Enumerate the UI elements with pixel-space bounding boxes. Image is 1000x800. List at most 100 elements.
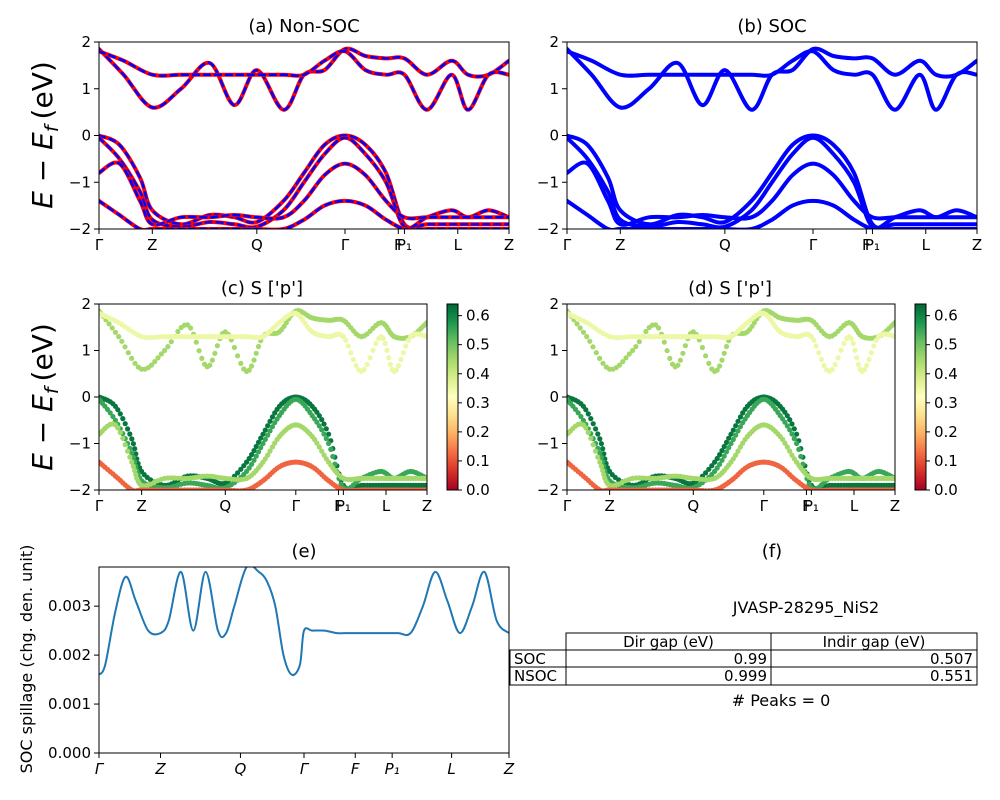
band-point bbox=[719, 457, 725, 463]
ylabel-top: E − Ef (eV) bbox=[26, 61, 63, 209]
band-point bbox=[316, 444, 322, 450]
band-point bbox=[714, 465, 720, 471]
band-point bbox=[892, 334, 895, 340]
y-tick-label: −1 bbox=[537, 173, 559, 191]
band-point bbox=[424, 487, 427, 490]
band-point bbox=[398, 356, 404, 363]
band-point bbox=[800, 461, 806, 467]
band-point bbox=[130, 463, 136, 469]
band-point bbox=[583, 407, 589, 413]
x-tick-label: Z bbox=[890, 497, 900, 515]
x-tick-label: F bbox=[802, 497, 811, 515]
band-point bbox=[424, 334, 427, 340]
band-point bbox=[816, 350, 822, 356]
band-point bbox=[871, 343, 877, 349]
y-tick-label: 0 bbox=[81, 388, 91, 406]
y-tick-label: 2 bbox=[549, 295, 559, 313]
band-point bbox=[714, 367, 720, 373]
table-column-header: Dir gap (eV) bbox=[623, 633, 714, 651]
band-point bbox=[241, 463, 247, 469]
band-point bbox=[283, 320, 289, 326]
band-point bbox=[580, 329, 587, 335]
band-point bbox=[784, 444, 790, 450]
band-point bbox=[246, 455, 252, 462]
band-point bbox=[832, 361, 838, 368]
band-point bbox=[255, 439, 262, 445]
band-point bbox=[616, 362, 623, 368]
band-point bbox=[326, 440, 332, 447]
band-point bbox=[129, 355, 135, 361]
colorbar-tick-label: 0.0 bbox=[934, 481, 958, 499]
ylabel-sub: f bbox=[41, 384, 63, 394]
band-point bbox=[730, 436, 736, 442]
band-point bbox=[583, 425, 589, 431]
band-point bbox=[726, 445, 732, 451]
band-point bbox=[260, 431, 266, 437]
colorbar-tick-label: 0.4 bbox=[466, 365, 490, 383]
band-point bbox=[265, 423, 271, 429]
band-point bbox=[129, 436, 135, 442]
x-tick-label: L bbox=[382, 497, 391, 515]
band-point bbox=[620, 359, 626, 365]
y-tick-label: 1 bbox=[81, 80, 91, 98]
x-tick-label: L bbox=[850, 497, 859, 515]
x-tick-label: P₁ bbox=[397, 236, 412, 254]
band-point bbox=[593, 426, 599, 432]
y-tick-label: 0.000 bbox=[48, 744, 91, 762]
band-point bbox=[323, 436, 329, 442]
band-point bbox=[328, 446, 334, 452]
colorbar-tick-label: 0.1 bbox=[934, 452, 958, 470]
table-row bbox=[509, 666, 978, 686]
band-line-3-series-0 bbox=[99, 135, 509, 229]
band-line-5-series-0 bbox=[99, 198, 509, 229]
band-point bbox=[587, 338, 593, 344]
x-tick-label: Q bbox=[719, 236, 731, 254]
band-point bbox=[719, 357, 725, 363]
band-point bbox=[706, 360, 712, 366]
panel-e-spillage: Γ Z Q Γ F P₁ L Z 0.000 0.001 0.002 0.003 bbox=[48, 566, 515, 778]
plot-area bbox=[99, 46, 509, 229]
band-point bbox=[249, 363, 255, 369]
band-point bbox=[787, 448, 793, 454]
band-point bbox=[712, 459, 718, 465]
ylabel-main: E − E bbox=[26, 394, 59, 471]
table-column-header: Indir gap (eV) bbox=[823, 633, 926, 651]
ylabel-unit: (eV) bbox=[26, 61, 59, 119]
band-point bbox=[706, 466, 712, 472]
band-point bbox=[791, 426, 797, 432]
band-point bbox=[235, 470, 241, 476]
band-point bbox=[323, 426, 329, 432]
band-point bbox=[314, 440, 320, 446]
band-point bbox=[726, 435, 732, 441]
y-tick-label: 1 bbox=[81, 342, 91, 360]
band-point bbox=[574, 321, 580, 327]
band-point bbox=[818, 356, 825, 363]
band-point bbox=[193, 339, 199, 345]
band-point bbox=[403, 343, 409, 349]
band-point bbox=[255, 343, 262, 350]
band-point bbox=[319, 448, 325, 454]
band-point bbox=[130, 441, 136, 447]
colorbar-tick-label: 0.4 bbox=[934, 365, 958, 383]
band-point bbox=[262, 427, 268, 433]
band-point bbox=[188, 325, 194, 331]
x-tick-label: Γ bbox=[760, 497, 769, 515]
y-tick-label: 0.002 bbox=[48, 646, 91, 664]
band-point bbox=[789, 431, 795, 437]
band-point bbox=[600, 446, 606, 452]
colorbar-c bbox=[446, 303, 459, 491]
band-point bbox=[424, 475, 427, 481]
colorbar-tick-label: 0.3 bbox=[934, 394, 958, 412]
x-tick-label: P₁ bbox=[804, 497, 819, 515]
band-point bbox=[794, 431, 800, 437]
band-line-5-series-0 bbox=[567, 198, 977, 229]
x-tick-label: F bbox=[351, 760, 360, 778]
band-point bbox=[588, 416, 594, 422]
x-tick-label: Z bbox=[154, 760, 166, 778]
plot-area bbox=[99, 307, 427, 490]
band-point bbox=[209, 357, 215, 363]
band-point bbox=[590, 442, 596, 448]
band-point bbox=[600, 468, 606, 474]
band-point bbox=[106, 321, 112, 327]
band-point bbox=[794, 440, 800, 447]
